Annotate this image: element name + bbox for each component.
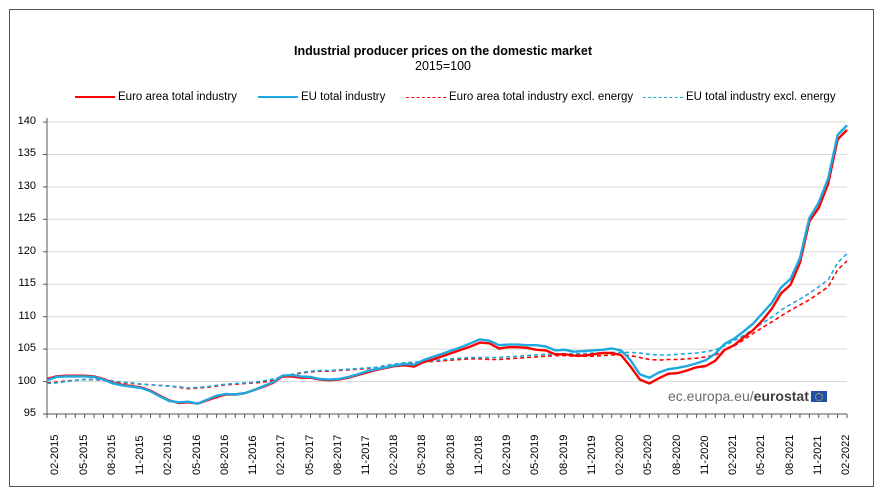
x-tick-label: 08-2018 (444, 434, 457, 475)
legend-item-euro-area-total: Euro area total industry (75, 91, 237, 103)
gridlines (47, 121, 847, 383)
legend-label: Euro area total industry excl. energy (449, 91, 634, 103)
watermark-brand: eurostat (753, 388, 809, 404)
y-tick-label: 140 (17, 115, 36, 127)
series-line-eu-total-industry (46, 124, 848, 405)
x-tick-label: 02-2017 (275, 434, 288, 475)
legend-swatch-dashed-red (406, 96, 446, 98)
legend-item-euro-area-excl-energy: Euro area total industry excl. energy (406, 91, 633, 103)
axes (43, 118, 848, 418)
series-line-eu-total-industry-excl-energy (46, 253, 848, 389)
x-tick-label: 11-2020 (698, 435, 711, 475)
x-tick-label: 08-2020 (670, 434, 683, 475)
x-tick-label: 02-2020 (614, 434, 627, 475)
x-tick-label: 05-2015 (77, 434, 90, 475)
y-tick-label: 135 (17, 147, 36, 160)
series-line-euro-area-total-industry (46, 128, 848, 405)
legend-swatch-dashed-blue (643, 96, 683, 98)
x-tick-label: 02-2021 (727, 434, 740, 475)
y-tick-label: 95 (23, 407, 36, 419)
legend-label: EU total industry excl. energy (686, 91, 836, 103)
chart-title: Industrial producer prices on the domest… (294, 44, 592, 58)
y-tick-label: 110 (18, 309, 36, 322)
x-tick-label: 05-2018 (416, 434, 429, 475)
x-tick-label: 08-2021 (783, 434, 796, 475)
x-tick-label: 08-2015 (105, 434, 118, 475)
x-tick-label: 02-2022 (840, 434, 852, 475)
y-tick-label: 130 (17, 179, 36, 192)
y-tick-label: 120 (17, 244, 36, 257)
x-tick-label: 05-2021 (755, 434, 768, 475)
series-lines (46, 124, 848, 405)
y-tick-label: 115 (18, 277, 36, 290)
x-tick-label: 02-2015 (49, 434, 62, 475)
legend-label: Euro area total industry (118, 91, 237, 103)
legend-item-eu-total: EU total industry (258, 91, 385, 103)
y-tick-label: 100 (17, 374, 36, 387)
x-tick-label: 11-2018 (472, 435, 485, 475)
x-tick-label: 11-2021 (811, 435, 824, 475)
eu-flag-icon (810, 390, 827, 402)
x-tick-label: 05-2016 (190, 434, 203, 475)
y-tick-label: 105 (17, 342, 36, 355)
chart-subtitle: 2015=100 (415, 59, 471, 73)
legend-item-eu-excl-energy: EU total industry excl. energy (643, 91, 836, 103)
x-tick-label: 11-2017 (360, 435, 372, 475)
x-tick-label: 02-2016 (162, 434, 175, 475)
x-tick-label: 05-2019 (529, 434, 542, 475)
eurostat-watermark: ec.europa.eu/eurostat (668, 388, 827, 404)
x-tick-label: 11-2015 (134, 435, 147, 475)
series-line-euro-area-total-industry-excl-energy (46, 260, 848, 390)
x-tick-label: 11-2019 (585, 435, 598, 475)
x-tick-label: 08-2019 (557, 434, 570, 475)
x-tick-label: 05-2017 (303, 434, 316, 475)
x-tick-label: 02-2019 (501, 434, 514, 475)
watermark-prefix: ec.europa.eu/ (668, 388, 754, 404)
x-tick-label: 05-2020 (642, 434, 655, 475)
chart-frame (9, 9, 874, 487)
legend-swatch-solid-red (75, 96, 115, 98)
x-tick-label: 08-2017 (331, 434, 344, 475)
x-tick-label: 11-2016 (247, 435, 260, 475)
legend-label: EU total industry (301, 91, 386, 103)
y-tick-label: 125 (17, 212, 36, 225)
x-tick-label: 08-2016 (218, 434, 231, 475)
legend-swatch-solid-blue (258, 96, 298, 98)
x-tick-label: 02-2018 (388, 434, 401, 475)
